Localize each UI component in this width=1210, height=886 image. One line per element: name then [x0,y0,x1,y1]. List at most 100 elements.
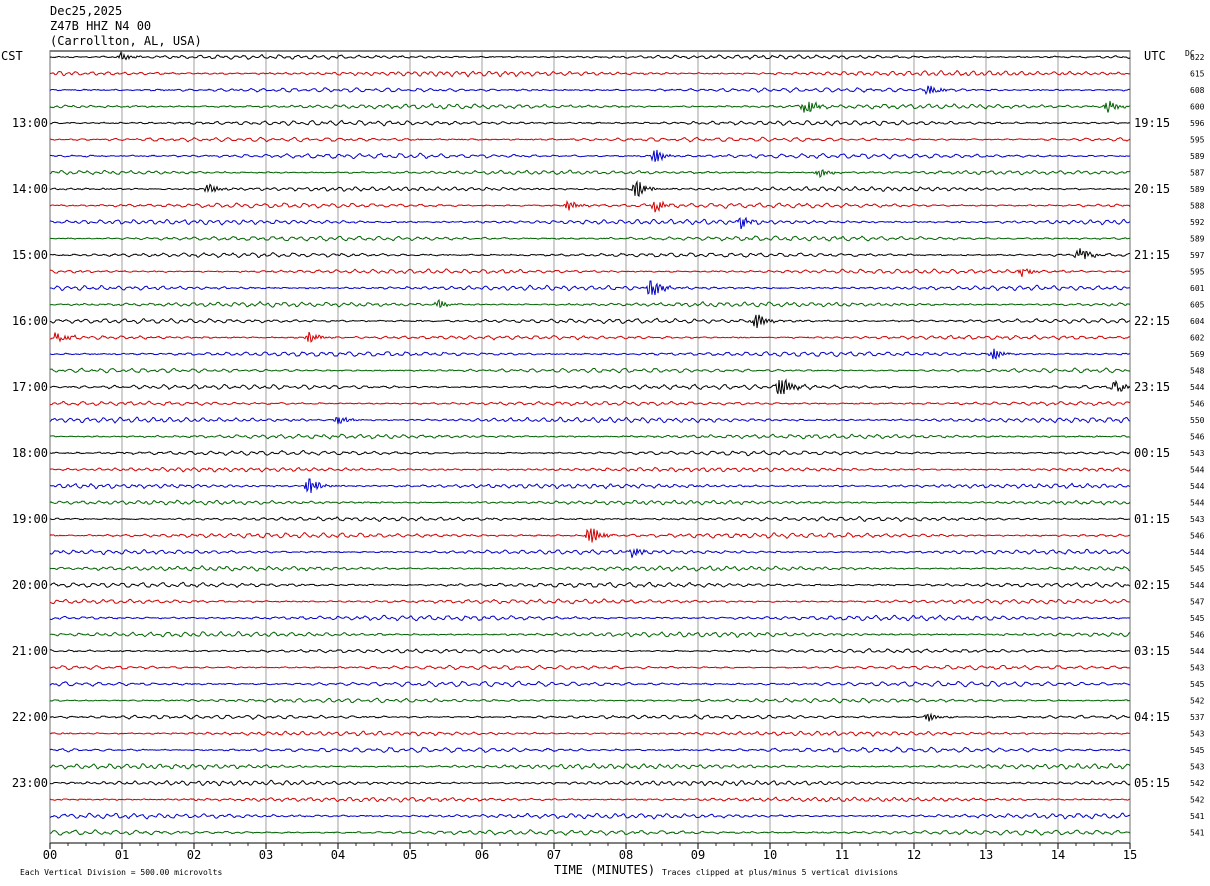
trace-line [49,746,1131,754]
dc-offset-value: 587 [1190,169,1205,178]
dc-offset-value: 542 [1190,697,1205,706]
trace-line [49,648,1131,654]
right-hour-label: 03:15 [1134,644,1170,658]
x-tick-label: 05 [403,848,417,862]
dc-offset-value: 542 [1190,779,1205,788]
left-hour-label: 14:00 [12,182,48,196]
dc-offset-value: 569 [1190,350,1205,359]
trace-line [49,348,1131,360]
right-hour-label: 21:15 [1134,248,1170,262]
x-tick-label: 12 [907,848,921,862]
dc-offset-value: 596 [1190,119,1205,128]
left-hour-label: 22:00 [12,710,48,724]
dc-offset-value: 544 [1190,548,1205,557]
dc-offset-value: 544 [1190,581,1205,590]
dc-offset-value: 595 [1190,136,1205,145]
dc-offset-value: 622 [1190,53,1205,62]
trace-line [49,149,1131,162]
dc-offset-value: 544 [1190,383,1205,392]
clip-note: Traces clipped at plus/minus 5 vertical … [662,868,899,877]
x-tick-label: 15 [1123,848,1137,862]
trace-line [49,119,1131,127]
dc-offset-value: 545 [1190,614,1205,623]
station-location: (Carrollton, AL, USA) [50,34,202,48]
dc-offset-value: 602 [1190,334,1205,343]
dc-offset-value: 588 [1190,202,1205,211]
dc-offset-value: 541 [1190,829,1205,838]
dc-offset-value: 543 [1190,449,1205,458]
trace-line [49,433,1131,440]
dc-offset-value: 589 [1190,152,1205,161]
dc-offset-value: 542 [1190,796,1205,805]
trace-line [49,449,1131,457]
trace-line [49,298,1131,308]
left-hour-label: 16:00 [12,314,48,328]
axis-labels: 00 01 02 03 04 05 06 07 08 09 10 11 12 13 14 15 622 615 60… [12,53,1205,862]
dc-offset-value: 592 [1190,218,1205,227]
trace-line [49,528,1131,543]
dc-offset-value: 544 [1190,499,1205,508]
dc-offset-value: 589 [1190,185,1205,194]
dc-offset-value: 604 [1190,317,1205,326]
trace-line [49,280,1131,296]
dc-offset-value: 608 [1190,86,1205,95]
x-tick-label: 13 [979,848,993,862]
trace-line [49,548,1131,558]
dc-offset-value: 543 [1190,730,1205,739]
x-tick-label: 11 [835,848,849,862]
dc-offset-value: 547 [1190,598,1205,607]
left-hour-label: 20:00 [12,578,48,592]
x-tick-label: 14 [1051,848,1065,862]
trace-line [49,478,1131,494]
dc-offset-value: 544 [1190,482,1205,491]
left-hour-label: 19:00 [12,512,48,526]
dc-offset-value: 600 [1190,103,1205,112]
right-hour-label: 19:15 [1134,116,1170,130]
trace-line [49,367,1131,374]
dc-offset-value: 601 [1190,284,1205,293]
x-tick-label: 01 [115,848,129,862]
trace-line [49,50,1131,61]
trace-line [49,581,1131,589]
x-axis-title: TIME (MINUTES) [554,863,656,877]
right-hour-label: 23:15 [1134,380,1170,394]
dc-offset-value: 546 [1190,400,1205,409]
right-hour-label: 20:15 [1134,182,1170,196]
trace-line [49,779,1131,787]
trace-line [49,664,1131,671]
plot-grid [49,50,1131,849]
dc-offset-value: 545 [1190,746,1205,755]
left-hour-label: 21:00 [12,644,48,658]
x-tick-label: 02 [187,848,201,862]
trace-line [49,598,1131,605]
dc-offset-value: 546 [1190,631,1205,640]
trace-line [49,331,1131,343]
trace-line [49,248,1131,260]
dc-offset-value: 537 [1190,713,1205,722]
trace-line [49,564,1131,572]
right-hour-label: 05:15 [1134,776,1170,790]
trace-line [49,314,1131,329]
trace-line [49,199,1131,213]
right-hour-label: 22:15 [1134,314,1170,328]
trace-line [49,829,1131,836]
dc-offset-value: 548 [1190,367,1205,376]
trace-line [49,268,1131,277]
trace-line [49,730,1131,737]
trace-line [49,180,1131,197]
right-hour-label: 01:15 [1134,512,1170,526]
dc-offset-value: 541 [1190,812,1205,821]
trace-line [49,416,1131,425]
trace-line [49,85,1131,96]
station-code: Z47B HHZ N4 00 [50,19,152,33]
x-tick-label: 07 [547,848,561,862]
x-tick-label: 03 [259,848,273,862]
x-tick-label: 09 [691,848,705,862]
dc-offset-value: 546 [1190,433,1205,442]
trace-line [49,812,1131,820]
trace-line [49,235,1131,242]
x-tick-label: 00 [43,848,57,862]
x-tick-label: 04 [331,848,345,862]
x-tick-label: 08 [619,848,633,862]
